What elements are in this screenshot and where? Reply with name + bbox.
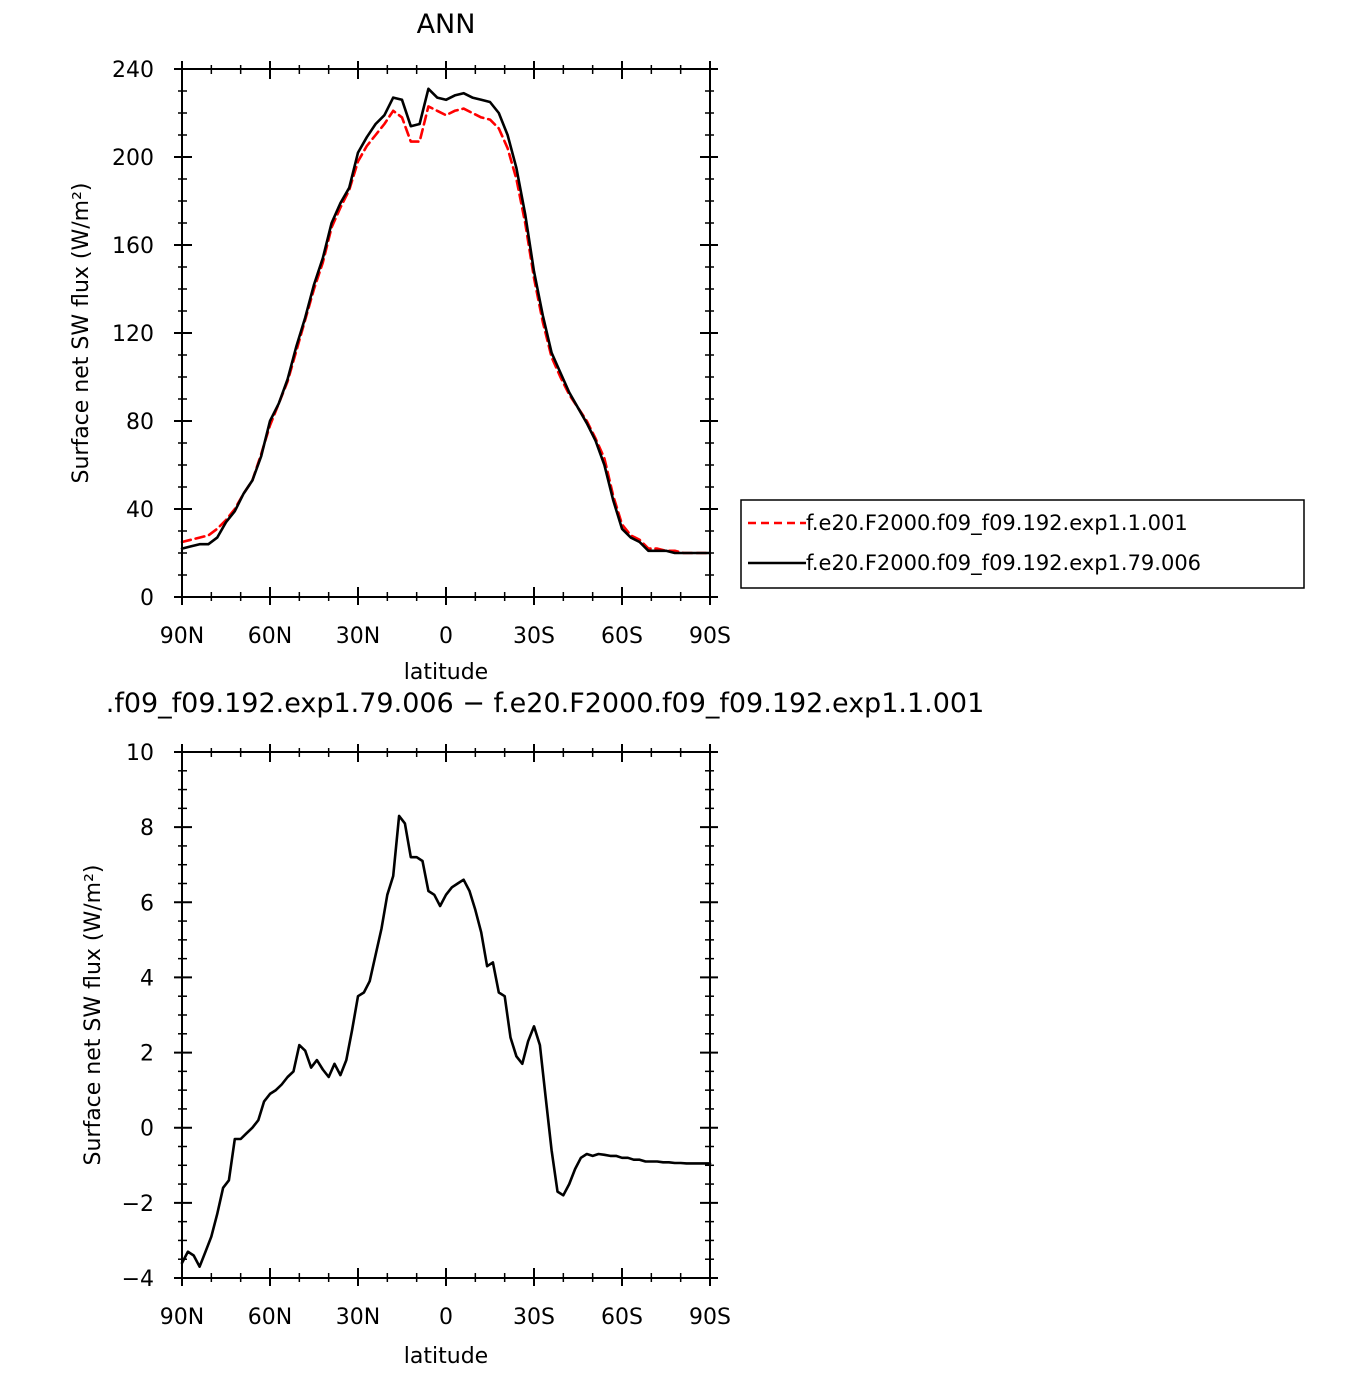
y-tick-label: 200: [112, 146, 154, 171]
series-line-1: [180, 105, 712, 555]
x-tick-label: 0: [439, 1305, 453, 1330]
x-axis-label: latitude: [404, 660, 488, 685]
x-tick-label: 30N: [336, 1305, 380, 1330]
series-lines: [180, 87, 712, 555]
x-tick-label: 60N: [248, 1305, 292, 1330]
x-tick-label: 90N: [160, 624, 204, 649]
x-tick-label: 30S: [513, 624, 555, 649]
axis-ticks: [174, 61, 718, 605]
x-tick-label: 0: [439, 624, 453, 649]
legend-entry-label: f.e20.F2000.f09_f09.192.exp1.1.001: [806, 511, 1188, 536]
x-axis-label: latitude: [404, 1344, 488, 1369]
tick-labels: 90N 60N 30N 0 30S 60S 90S 0 40 80 120 160 200 240: [112, 58, 731, 649]
y-tick-label: 8: [140, 816, 154, 841]
legend: f.e20.F2000.f09_f09.192.exp1.1.001 f.e20…: [740, 499, 1305, 589]
y-tick-label: 40: [126, 498, 154, 523]
y-tick-label: 0: [140, 1117, 154, 1142]
chart-panel-annual-flux: ANN latitude Surface net SW flux (W/m²) …: [69, 9, 731, 685]
y-tick-label: 10: [126, 741, 154, 766]
y-tick-label: −2: [122, 1192, 154, 1217]
legend-box: [740, 499, 1305, 589]
y-tick-label: 6: [140, 891, 154, 916]
y-tick-label: 240: [112, 58, 154, 83]
x-tick-label: 90S: [689, 1305, 731, 1330]
plot-frame: [181, 751, 711, 1279]
y-axis-label: Surface net SW flux (W/m²): [69, 182, 94, 483]
y-tick-label: 2: [140, 1042, 154, 1067]
x-tick-label: 60N: [248, 624, 292, 649]
x-tick-label: 60S: [601, 624, 643, 649]
x-tick-label: 30N: [336, 624, 380, 649]
series-line-2: [180, 87, 712, 555]
x-tick-label: 90N: [160, 1305, 204, 1330]
axis-ticks: [174, 744, 718, 1286]
x-tick-label: 30S: [513, 1305, 555, 1330]
y-axis-label: Surface net SW flux (W/m²): [81, 864, 106, 1165]
y-tick-label: −4: [122, 1267, 154, 1292]
series-line-1: [180, 814, 712, 1268]
legend-entry-label: f.e20.F2000.f09_f09.192.exp1.79.006: [806, 551, 1201, 576]
y-tick-label: 0: [140, 586, 154, 611]
x-tick-label: 60S: [601, 1305, 643, 1330]
plot-frame: [181, 68, 711, 598]
y-tick-label: 160: [112, 234, 154, 259]
series-lines: [180, 814, 712, 1268]
chart-title: ANN: [417, 9, 476, 40]
tick-labels: 90N 60N 30N 0 30S 60S 90S −4 −2 0 2 4 6 8 10: [122, 741, 731, 1330]
x-tick-label: 90S: [689, 624, 731, 649]
chart-title: .f09_f09.192.exp1.79.006 − f.e20.F2000.f…: [106, 688, 985, 719]
y-tick-label: 120: [112, 322, 154, 347]
y-tick-label: 4: [140, 966, 154, 991]
y-tick-label: 80: [126, 410, 154, 435]
chart-panel-difference: .f09_f09.192.exp1.79.006 − f.e20.F2000.f…: [81, 688, 984, 1369]
